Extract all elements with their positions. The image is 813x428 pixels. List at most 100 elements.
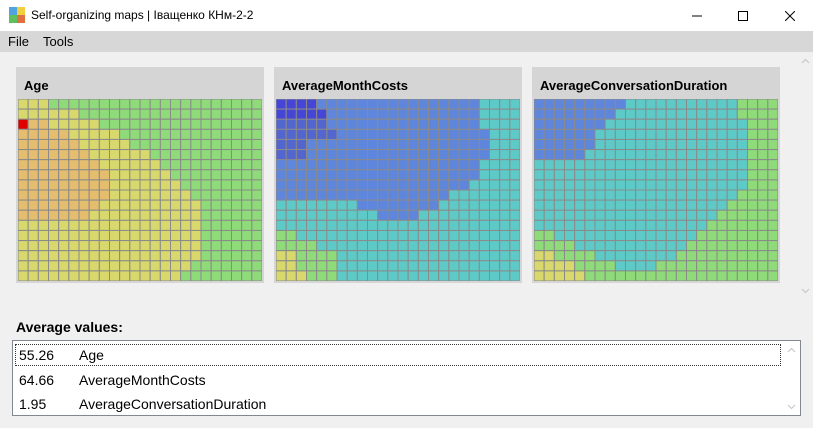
som-cell[interactable] [438, 240, 450, 252]
som-cell[interactable] [149, 179, 161, 191]
som-cell[interactable] [655, 108, 667, 120]
som-cell[interactable] [645, 138, 657, 151]
som-cell[interactable] [726, 240, 738, 252]
som-cell[interactable] [220, 219, 233, 231]
som-cell[interactable] [88, 270, 100, 281]
som-cell[interactable] [553, 108, 566, 120]
som-cell[interactable] [448, 169, 460, 181]
som-cell[interactable] [417, 128, 430, 140]
som-cell[interactable] [88, 219, 100, 231]
som-cell[interactable] [767, 108, 778, 120]
som-cell[interactable] [98, 179, 111, 191]
som-cell[interactable] [417, 169, 430, 181]
som-cell[interactable] [159, 209, 172, 221]
som-cell[interactable] [736, 118, 749, 130]
som-cell[interactable] [488, 209, 501, 221]
som-cell[interactable] [685, 99, 698, 110]
som-cell[interactable] [159, 169, 172, 181]
som-cell[interactable] [316, 250, 328, 262]
som-cell[interactable] [757, 128, 769, 140]
som-cell[interactable] [251, 149, 262, 161]
som-cell[interactable] [88, 179, 100, 191]
som-cell[interactable] [685, 108, 698, 120]
som-cell[interactable] [716, 189, 728, 201]
som-cell[interactable] [397, 128, 409, 140]
som-cell[interactable] [305, 99, 318, 110]
som-cell[interactable] [397, 219, 409, 231]
som-cell[interactable] [746, 128, 759, 140]
som-cell[interactable] [417, 260, 430, 272]
som-cell[interactable] [604, 169, 616, 181]
som-cell[interactable] [685, 128, 698, 140]
som-cell[interactable] [584, 250, 596, 262]
som-cell[interactable] [407, 270, 419, 281]
som-cell[interactable] [190, 108, 202, 120]
som-cell[interactable] [624, 179, 637, 191]
som-cell[interactable] [220, 159, 233, 171]
som-cell[interactable] [685, 219, 698, 231]
som-cell[interactable] [251, 250, 262, 262]
som-cell[interactable] [655, 169, 667, 181]
som-cell[interactable] [251, 128, 262, 140]
som-cell[interactable] [488, 128, 501, 140]
som-cell[interactable] [180, 169, 192, 181]
som-cell[interactable] [366, 108, 379, 120]
som-cell[interactable] [543, 179, 555, 191]
som-cell[interactable] [47, 209, 60, 221]
som-cell[interactable] [604, 240, 616, 252]
som-cell[interactable] [624, 240, 637, 252]
som-cell[interactable] [417, 159, 430, 171]
som-cell[interactable] [655, 99, 667, 110]
som-cell[interactable] [88, 240, 100, 252]
som-cell[interactable] [326, 179, 338, 191]
som-cell[interactable] [499, 270, 511, 281]
som-cell[interactable] [346, 108, 358, 120]
som-cell[interactable] [594, 209, 606, 221]
list-item[interactable]: 1.95 AverageConversationDuration [15, 393, 781, 415]
som-cell[interactable] [387, 149, 399, 161]
som-cell[interactable] [468, 138, 480, 151]
som-cell[interactable] [98, 118, 111, 130]
som-cell[interactable] [37, 169, 50, 181]
som-cell[interactable] [468, 108, 480, 120]
som-cell[interactable] [488, 219, 501, 231]
som-cell[interactable] [169, 209, 182, 221]
som-cell[interactable] [509, 138, 520, 151]
som-cell[interactable] [594, 108, 606, 120]
som-cell[interactable] [356, 219, 369, 231]
som-cell[interactable] [27, 128, 39, 140]
som-cell[interactable] [295, 149, 308, 161]
som-cell[interactable] [285, 99, 297, 110]
som-cell[interactable] [635, 108, 647, 120]
som-cell[interactable] [47, 260, 60, 272]
som-cell[interactable] [767, 149, 778, 161]
som-cell[interactable] [210, 159, 222, 171]
som-cell[interactable] [27, 169, 39, 181]
som-cell[interactable] [563, 118, 576, 130]
som-cell[interactable] [241, 250, 253, 262]
som-cell[interactable] [478, 199, 491, 211]
som-cell[interactable] [458, 118, 470, 130]
som-cell[interactable] [356, 209, 369, 221]
som-cell[interactable] [47, 159, 60, 171]
som-cell[interactable] [757, 260, 769, 272]
scroll-down-icon[interactable] [801, 286, 810, 295]
som-cell[interactable] [543, 229, 555, 242]
som-cell[interactable] [251, 260, 262, 272]
som-cell[interactable] [696, 260, 708, 272]
som-cell[interactable] [230, 229, 243, 242]
som-cell[interactable] [604, 149, 616, 161]
som-cell[interactable] [18, 179, 29, 191]
som-cell[interactable] [316, 149, 328, 161]
som-cell[interactable] [468, 270, 480, 281]
som-cell[interactable] [417, 219, 430, 231]
som-cell[interactable] [448, 138, 460, 151]
som-cell[interactable] [438, 219, 450, 231]
som-cell[interactable] [37, 179, 50, 191]
som-cell[interactable] [726, 260, 738, 272]
som-cell[interactable] [716, 169, 728, 181]
som-cell[interactable] [169, 169, 182, 181]
som-cell[interactable] [624, 189, 637, 201]
som-cell[interactable] [563, 179, 576, 191]
som-cell[interactable] [169, 149, 182, 161]
